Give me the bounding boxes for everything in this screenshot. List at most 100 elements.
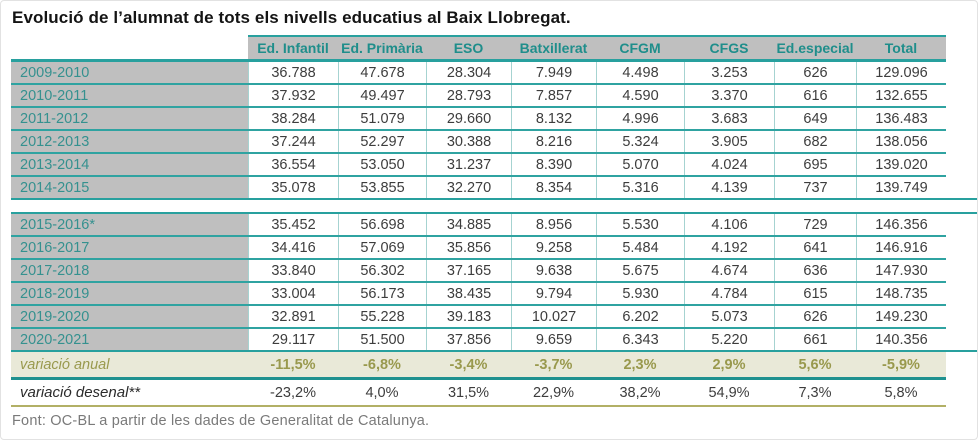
- cell-value: 32.891: [248, 306, 338, 327]
- table-row: 2013-2014 36.554 53.050 31.237 8.390 5.070 4.0…: [11, 154, 946, 177]
- table-row: 2015-2016* 35.452 56.698 34.885 8.956 5.530 4.…: [11, 214, 946, 237]
- source-note: Font: OC-BL a partir de les dades de Gen…: [12, 413, 430, 429]
- table-body: 2009-2010 36.788 47.678 28.304 7.949 4.498 3.2…: [11, 62, 977, 352]
- cell-value: 38.435: [426, 283, 511, 304]
- cell-value: 4,0%: [338, 380, 426, 405]
- table-section: 2015-2016* 35.452 56.698 34.885 8.956 5.530 4.…: [11, 212, 977, 352]
- cell-value: 5.675: [596, 260, 684, 281]
- cell-value: 5.530: [596, 214, 684, 235]
- cell-value: 695: [774, 154, 856, 175]
- cell-value: 136.483: [856, 108, 946, 129]
- cell-value: 28.793: [426, 85, 511, 106]
- cell-value: 5.930: [596, 283, 684, 304]
- cell-value: 56.698: [338, 214, 426, 235]
- cell-value: -3,4%: [449, 356, 488, 373]
- cell-value: 51.079: [338, 108, 426, 129]
- cell-value: 37.165: [426, 260, 511, 281]
- cell-value: 33.004: [248, 283, 338, 304]
- cell-value: 56.173: [338, 283, 426, 304]
- column-header: CFGS: [684, 35, 774, 59]
- cell-value: -6,8%: [363, 356, 401, 373]
- cell-value: 30.388: [426, 131, 511, 152]
- table-row: 2019-2020 32.891 55.228 39.183 10.027 6.202 5.…: [11, 306, 946, 329]
- row-label: 2017-2018: [11, 260, 248, 281]
- cell-value: 36.554: [248, 154, 338, 175]
- cell-value: 39.183: [426, 306, 511, 327]
- cell-value: 29.660: [426, 108, 511, 129]
- cell-value: 129.096: [856, 62, 946, 83]
- cell-value: 3.253: [684, 62, 774, 83]
- cell-value: 32.270: [426, 177, 511, 198]
- cell-value: 8.390: [511, 154, 596, 175]
- table-row: variació desenal** -23,2% 4,0% 31,5% 22,9% 38…: [11, 380, 946, 407]
- cell-value: 139.020: [856, 154, 946, 175]
- cell-value: 28.304: [426, 62, 511, 83]
- table-summary: variació anual -11,5% -6,8% -3,4% -3,7% 2,3% 2…: [11, 352, 977, 407]
- row-label: 2014-2015: [11, 177, 248, 198]
- column-header: Total: [856, 35, 946, 59]
- cell-value: 53.855: [338, 177, 426, 198]
- cell-value: 7.949: [511, 62, 596, 83]
- cell-value: 54,9%: [684, 380, 774, 405]
- table-row: 2011-2012 38.284 51.079 29.660 8.132 4.996 3.6…: [11, 108, 946, 131]
- cell-value: 132.655: [856, 85, 946, 106]
- cell-value: 37.244: [248, 131, 338, 152]
- cell-value: 4.590: [596, 85, 684, 106]
- table-row: 2017-2018 33.840 56.302 37.165 9.638 5.675 4.6…: [11, 260, 946, 283]
- cell-value: 661: [774, 329, 856, 350]
- cell-value: 616: [774, 85, 856, 106]
- cell-value: 33.840: [248, 260, 338, 281]
- cell-value: 7.857: [511, 85, 596, 106]
- table-row: 2018-2019 33.004 56.173 38.435 9.794 5.930 4.7…: [11, 283, 946, 306]
- cell-value: 5,8%: [856, 380, 946, 405]
- cell-value: 737: [774, 177, 856, 198]
- cell-value: 47.678: [338, 62, 426, 83]
- cell-value: 4.192: [684, 237, 774, 258]
- cell-value: 636: [774, 260, 856, 281]
- row-label: 2011-2012: [11, 108, 248, 129]
- cell-value: 682: [774, 131, 856, 152]
- column-header: Batxillerat: [511, 35, 596, 59]
- row-label: 2015-2016*: [11, 214, 248, 235]
- column-header: Ed. Primària: [338, 35, 426, 59]
- cell-value: 6.343: [596, 329, 684, 350]
- cell-value: 10.027: [511, 306, 596, 327]
- cell-value: 36.788: [248, 62, 338, 83]
- row-label: 2018-2019: [11, 283, 248, 304]
- cell-value: 138.056: [856, 131, 946, 152]
- column-header: Ed.especial: [774, 35, 856, 59]
- cell-value: 34.885: [426, 214, 511, 235]
- cell-value: 4.139: [684, 177, 774, 198]
- cell-value: -11,5%: [270, 356, 316, 373]
- cell-value: 34.416: [248, 237, 338, 258]
- cell-value: 4.996: [596, 108, 684, 129]
- cell-value: 2,3%: [623, 356, 657, 373]
- cell-value: 5.070: [596, 154, 684, 175]
- cell-value: 5.484: [596, 237, 684, 258]
- row-label: variació desenal**: [11, 380, 248, 405]
- cell-value: 615: [774, 283, 856, 304]
- cell-value: 146.356: [856, 214, 946, 235]
- corner-cell: [11, 35, 248, 59]
- cell-value: 2,9%: [712, 356, 746, 373]
- cell-value: 53.050: [338, 154, 426, 175]
- cell-value: 9.659: [511, 329, 596, 350]
- cell-value: 5.324: [596, 131, 684, 152]
- row-label: 2010-2011: [11, 85, 248, 106]
- cell-value: 626: [774, 62, 856, 83]
- cell-value: 38,2%: [596, 380, 684, 405]
- cell-value: 146.916: [856, 237, 946, 258]
- cell-value: 149.230: [856, 306, 946, 327]
- table-row: variació anual -11,5% -6,8% -3,4% -3,7% 2,3% 2…: [11, 352, 946, 380]
- cell-value: 649: [774, 108, 856, 129]
- cell-value: 55.228: [338, 306, 426, 327]
- cell-value: 5.220: [684, 329, 774, 350]
- cell-value: 4.024: [684, 154, 774, 175]
- cell-value: 35.856: [426, 237, 511, 258]
- cell-value: -23,2%: [248, 380, 338, 405]
- cell-value: 3.905: [684, 131, 774, 152]
- cell-value: 140.356: [856, 329, 946, 350]
- row-label: 2012-2013: [11, 131, 248, 152]
- row-label: 2019-2020: [11, 306, 248, 327]
- cell-value: 35.078: [248, 177, 338, 198]
